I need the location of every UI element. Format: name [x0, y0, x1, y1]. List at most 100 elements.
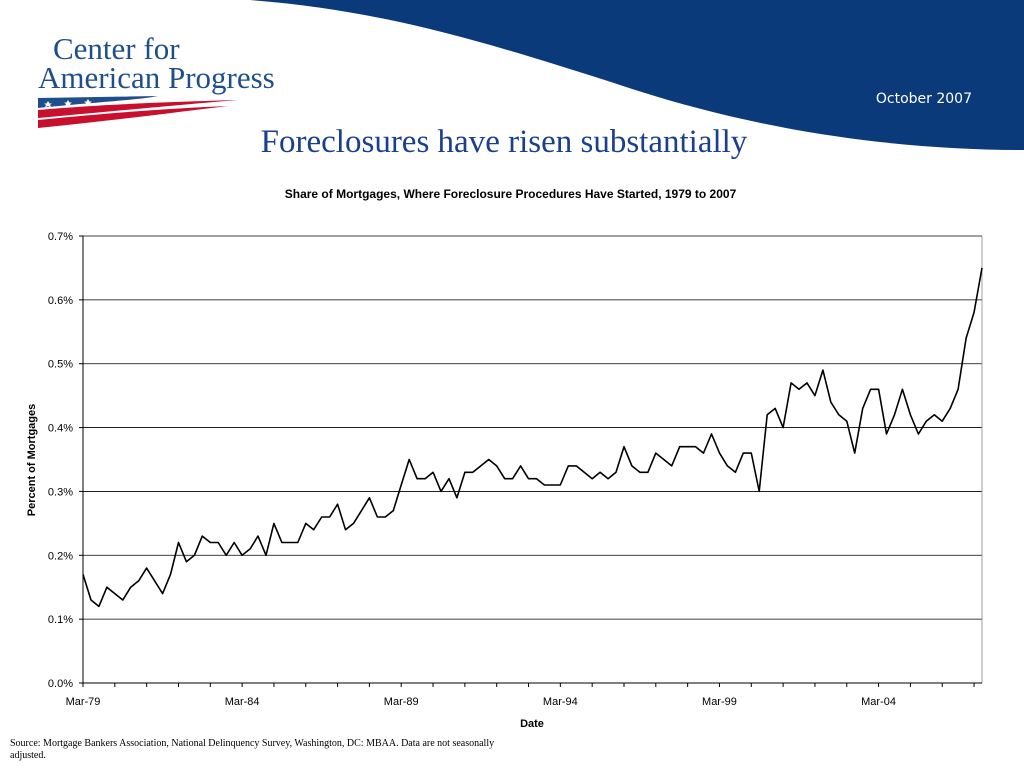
data-point: [981, 267, 983, 269]
data-point: [869, 388, 871, 390]
data-point: [726, 465, 728, 467]
data-point: [766, 414, 768, 416]
data-point: [480, 465, 482, 467]
data-point: [830, 401, 832, 403]
data-point: [567, 465, 569, 467]
data-point: [822, 369, 824, 371]
data-point: [718, 452, 720, 454]
data-point: [615, 471, 617, 473]
data-point: [599, 471, 601, 473]
header-banner: [250, 0, 1024, 150]
data-point: [169, 573, 171, 575]
data-point: [98, 605, 100, 607]
source-note: Source: Mortgage Bankers Association, Na…: [10, 738, 495, 761]
data-point: [925, 420, 927, 422]
data-point: [639, 471, 641, 473]
data-point: [496, 465, 498, 467]
data-point: [488, 458, 490, 460]
data-point: [893, 414, 895, 416]
data-point: [750, 452, 752, 454]
data-point: [504, 478, 506, 480]
data-point: [360, 509, 362, 511]
data-point: [901, 388, 903, 390]
x-tick-label: Mar-79: [66, 696, 101, 708]
y-tick-label: 0.5%: [48, 359, 73, 371]
data-point: [798, 388, 800, 390]
data-point: [973, 311, 975, 313]
data-point: [289, 541, 291, 543]
data-point: [543, 484, 545, 486]
data-point: [209, 541, 211, 543]
data-point: [328, 516, 330, 518]
data-point: [464, 471, 466, 473]
data-point: [559, 484, 561, 486]
data-point: [909, 414, 911, 416]
logo-text-line2: American Progress: [38, 60, 275, 95]
data-point: [790, 382, 792, 384]
flag-logo-icon: [38, 96, 238, 128]
y-tick-label: 0.4%: [48, 423, 73, 435]
data-point: [607, 478, 609, 480]
data-point: [965, 337, 967, 339]
data-point: [623, 446, 625, 448]
data-point: [702, 452, 704, 454]
data-point: [138, 580, 140, 582]
y-tick-label: 0.0%: [48, 678, 73, 690]
y-tick-label: 0.6%: [48, 295, 73, 307]
x-tick-label: Mar-94: [543, 696, 578, 708]
data-point: [846, 420, 848, 422]
data-point: [814, 394, 816, 396]
data-point: [122, 599, 124, 601]
data-point: [305, 522, 307, 524]
data-point: [655, 452, 657, 454]
data-point: [313, 529, 315, 531]
data-point: [400, 484, 402, 486]
data-point: [519, 465, 521, 467]
data-point: [161, 592, 163, 594]
data-point: [408, 458, 410, 460]
data-point: [321, 516, 323, 518]
data-point: [782, 426, 784, 428]
data-point: [949, 407, 951, 409]
series-line: [82, 267, 983, 608]
x-axis-label: Date: [520, 718, 544, 730]
data-point: [114, 592, 116, 594]
data-point: [82, 573, 84, 575]
data-point: [647, 471, 649, 473]
data-point: [671, 465, 673, 467]
data-point: [265, 554, 267, 556]
data-point: [933, 414, 935, 416]
data-point: [225, 554, 227, 556]
data-point: [583, 471, 585, 473]
data-point: [862, 407, 864, 409]
y-tick-label: 0.7%: [48, 231, 73, 243]
y-axis-label: Percent of Mortgages: [26, 404, 38, 516]
data-point: [448, 478, 450, 480]
data-point: [177, 541, 179, 543]
data-point: [297, 541, 299, 543]
data-point: [352, 522, 354, 524]
data-point: [535, 478, 537, 480]
data-point: [336, 503, 338, 505]
data-point: [106, 586, 108, 588]
data-point: [233, 541, 235, 543]
data-point: [551, 484, 553, 486]
data-point: [877, 388, 879, 390]
data-point: [344, 529, 346, 531]
y-tick-label: 0.3%: [48, 486, 73, 498]
data-point: [631, 465, 633, 467]
date-label: October 2007: [875, 91, 972, 107]
data-point: [806, 382, 808, 384]
x-tick-label: Mar-99: [702, 696, 737, 708]
data-point: [281, 541, 283, 543]
y-tick-label: 0.2%: [48, 550, 73, 562]
data-point: [145, 567, 147, 569]
x-tick-label: Mar-89: [384, 696, 419, 708]
data-point: [201, 535, 203, 537]
data-point: [193, 554, 195, 556]
data-point: [774, 407, 776, 409]
x-tick-label: Mar-04: [861, 696, 896, 708]
data-point: [472, 471, 474, 473]
data-point: [527, 478, 529, 480]
data-point: [130, 586, 132, 588]
